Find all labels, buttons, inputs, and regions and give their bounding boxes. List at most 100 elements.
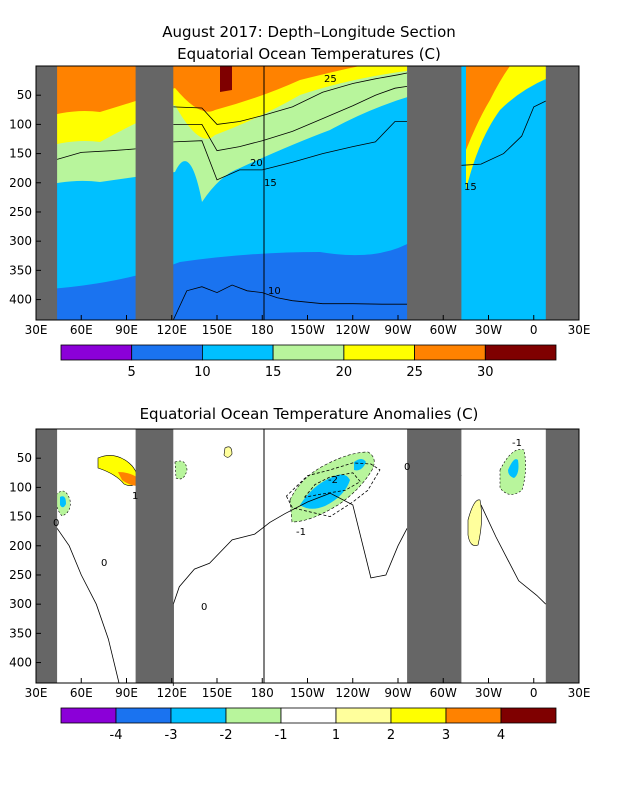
x-tick-label: 150W <box>290 323 325 337</box>
anomaly-patch-cold <box>174 460 188 480</box>
y-tick-label: 50 <box>17 88 32 102</box>
x-tick-label: 90W <box>384 323 411 337</box>
x-tick-label: 150E <box>202 323 233 337</box>
top-contours <box>56 72 546 321</box>
x-tick-label: 30E <box>25 686 48 700</box>
land-mask-strip <box>545 66 579 320</box>
anomaly-patch-warm-core <box>118 472 138 486</box>
anomaly-patch-weak-warm <box>223 446 233 458</box>
x-tick-label: 30E <box>568 323 591 337</box>
x-tick-label: 30W <box>475 323 502 337</box>
colorbar-swatch <box>500 707 557 724</box>
colorbar-swatch <box>170 707 227 724</box>
bottom-contours <box>56 454 547 686</box>
anomaly-patch-cold-core <box>60 496 66 508</box>
bottom-colorbar: -4 -3 -2 -1 1 2 3 4 <box>60 707 557 743</box>
land-mask-strip <box>407 66 462 320</box>
y-tick-label: 150 <box>9 147 32 161</box>
colorbar-label: 4 <box>497 728 505 743</box>
top-contour-label: 20 <box>250 158 263 169</box>
x-tick-label: 120W <box>335 686 370 700</box>
contour-line <box>173 121 408 181</box>
bottom-panel: Equatorial Ocean Temperature Anomalies (… <box>9 405 590 743</box>
bottom-contour-label: 0 <box>201 602 207 613</box>
colorbar-label: 20 <box>336 365 353 380</box>
x-tick-label: 90E <box>115 686 138 700</box>
bottom-land-mask <box>36 429 579 683</box>
bottom-contour-labels: 1 0 0 0 -1 -2 0 -1 <box>53 438 522 613</box>
top-contour-label: 25 <box>324 74 337 85</box>
x-tick-label: 120W <box>335 323 370 337</box>
top-plot-area <box>36 66 579 320</box>
colorbar-label: -2 <box>220 728 233 743</box>
bottom-y-axis: 50 100 150 200 250 300 350 400 <box>9 451 41 670</box>
colorbar-swatch <box>280 707 337 724</box>
bottom-contour-label: 0 <box>101 558 107 569</box>
anomaly-patch-weak-warm <box>467 499 482 546</box>
bottom-title: Equatorial Ocean Temperature Anomalies (… <box>140 405 479 423</box>
colorbar-label: 5 <box>128 365 136 380</box>
y-tick-label: 200 <box>9 176 32 190</box>
x-tick-label: 150E <box>202 686 233 700</box>
top-band-10-15 <box>36 240 414 320</box>
contour-line <box>173 72 408 125</box>
land-mask-strip <box>545 429 579 683</box>
contour-line <box>56 148 136 160</box>
x-tick-label: 60E <box>70 323 93 337</box>
top-y-axis: 50 100 150 200 250 300 350 400 <box>9 88 41 307</box>
bottom-contour-label: -1 <box>512 438 522 449</box>
y-tick-label: 400 <box>9 656 32 670</box>
y-tick-label: 350 <box>9 626 32 640</box>
colorbar-label: 15 <box>265 365 282 380</box>
x-tick-label: 60W <box>430 686 457 700</box>
y-tick-label: 100 <box>9 117 32 131</box>
colorbar-swatch <box>60 707 117 724</box>
colorbar-label: -3 <box>165 728 178 743</box>
colorbar-swatch <box>445 707 502 724</box>
contour-line <box>57 284 408 321</box>
colorbar-swatch <box>484 344 557 361</box>
top-band-east-orange <box>466 66 510 150</box>
colorbar-label: 3 <box>442 728 450 743</box>
y-tick-label: 100 <box>9 480 32 494</box>
contour-line <box>286 462 381 518</box>
top-subtitle: Equatorial Ocean Temperatures (C) <box>177 45 441 63</box>
top-title: August 2017: Depth–Longitude Section <box>162 23 456 41</box>
bottom-x-axis: 30E 60E 90E 120E 150E 180 150W 120W 90W 60W 30W 0 30… <box>25 678 591 700</box>
y-tick-label: 200 <box>9 539 32 553</box>
colorbar-swatch <box>131 344 203 361</box>
y-tick-label: 250 <box>9 568 32 582</box>
top-band-orange <box>36 66 360 120</box>
contour-line <box>480 504 547 605</box>
colorbar-label: 10 <box>194 365 211 380</box>
bottom-contour-label: -2 <box>328 475 338 486</box>
x-tick-label: 180 <box>251 323 274 337</box>
bottom-plot-area <box>36 429 579 683</box>
land-mask-strip <box>36 429 58 683</box>
colorbar-label: -1 <box>275 728 288 743</box>
colorbar-swatch <box>225 707 282 724</box>
top-land-mask <box>36 66 579 320</box>
x-tick-label: 150W <box>290 686 325 700</box>
colorbar-swatch <box>343 344 415 361</box>
x-tick-label: 0 <box>530 323 538 337</box>
contour-line <box>461 100 546 166</box>
colorbar-label: 1 <box>332 728 340 743</box>
land-mask-strip <box>135 66 174 320</box>
bottom-contour-label: 1 <box>132 491 138 502</box>
colorbar-label: -4 <box>110 728 123 743</box>
x-tick-label: 90W <box>384 686 411 700</box>
bottom-contour-label: 0 <box>53 518 59 529</box>
colorbar-swatch <box>390 707 447 724</box>
land-mask-strip <box>36 66 58 320</box>
top-panel: August 2017: Depth–Longitude Section Equ… <box>9 23 590 380</box>
x-tick-label: 120E <box>157 323 188 337</box>
top-contour-label: 15 <box>264 178 277 189</box>
x-tick-label: 120E <box>157 686 188 700</box>
x-tick-label: 60E <box>70 686 93 700</box>
land-mask-strip <box>135 429 174 683</box>
x-tick-label: 30E <box>568 686 591 700</box>
x-tick-label: 30W <box>475 686 502 700</box>
x-tick-label: 30E <box>25 323 48 337</box>
